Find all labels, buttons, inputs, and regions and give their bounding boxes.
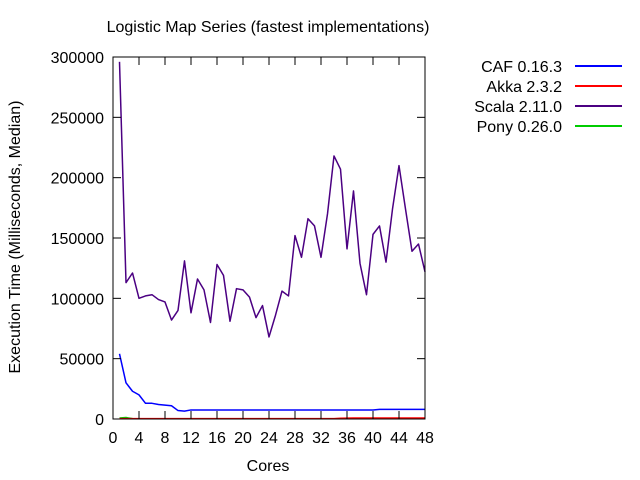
x-axis-label: Cores	[247, 458, 290, 475]
x-tick-label: 4	[135, 430, 144, 447]
legend-label: Pony 0.26.0	[477, 119, 563, 136]
y-tick-label: 200000	[51, 171, 104, 188]
x-tick-label: 20	[234, 430, 252, 447]
chart-title: Logistic Map Series (fastest implementat…	[107, 19, 430, 36]
series-line-scala	[118, 61, 426, 338]
x-tick-label: 24	[260, 430, 278, 447]
series-line-caf	[118, 353, 425, 412]
y-tick-label: 100000	[51, 291, 104, 308]
legend-label: CAF 0.16.3	[481, 59, 562, 76]
legend-label: Scala 2.11.0	[474, 99, 562, 116]
x-tick-label: 12	[182, 430, 200, 447]
y-tick-label: 50000	[60, 352, 105, 369]
y-tick-label: 0	[95, 412, 104, 429]
y-tick-label: 300000	[51, 50, 104, 67]
x-tick-label: 28	[286, 430, 304, 447]
x-tick-label: 32	[312, 430, 330, 447]
x-tick-label: 8	[161, 430, 170, 447]
plot-frame	[112, 56, 426, 420]
x-tick-label: 44	[390, 430, 408, 447]
x-tick-label: 0	[109, 430, 118, 447]
x-tick-label: 16	[208, 430, 226, 447]
tick-layer: 0 4 8 12 16 20 24 28 32 36 40 44 4805000010000015000…	[51, 50, 434, 447]
y-axis-label: Execution Time (Milliseconds, Median)	[7, 101, 24, 374]
series-layer	[118, 61, 426, 420]
legend: CAF 0.16.3 Akka 2.3.2 Scala 2.11.0 Pony 0.2…	[474, 59, 622, 136]
y-tick-label: 150000	[51, 231, 104, 248]
x-tick-label: 40	[364, 430, 382, 447]
x-tick-label: 36	[338, 430, 356, 447]
y-tick-label: 250000	[51, 110, 104, 127]
legend-label: Akka 2.3.2	[486, 79, 562, 96]
x-tick-label: 48	[416, 430, 434, 447]
